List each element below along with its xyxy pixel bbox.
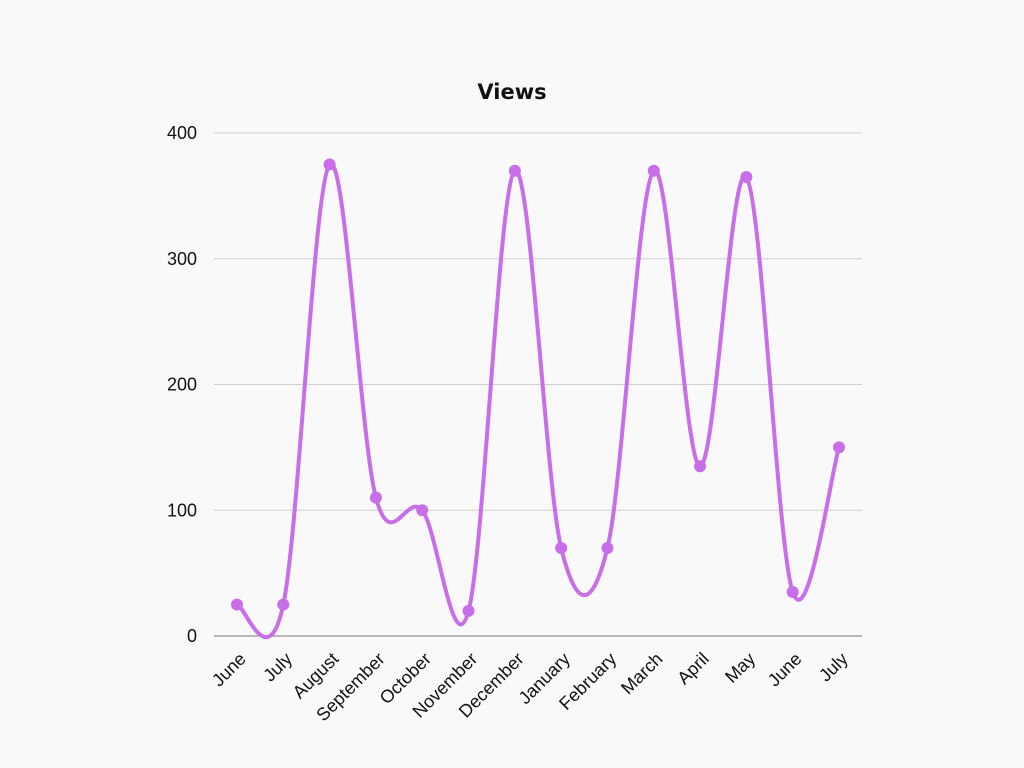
- data-point: [555, 541, 568, 554]
- data-point: [601, 541, 614, 554]
- data-point: [694, 460, 707, 473]
- x-tick-label: July: [259, 649, 296, 686]
- series-line-1: [235, 162, 841, 640]
- y-tick-label: 100: [167, 500, 197, 520]
- x-tick-label: March: [617, 649, 667, 699]
- y-tick-label: 300: [167, 249, 197, 269]
- data-point: [833, 441, 845, 454]
- x-tick-label: April: [673, 649, 713, 689]
- data-point: [508, 164, 521, 177]
- data-point: [231, 598, 243, 611]
- data-point: [416, 504, 429, 517]
- data-point: [323, 158, 336, 171]
- data-point: [740, 171, 753, 184]
- x-axis: June JulyAugustSeptemberOctoberNovemberDe…: [208, 649, 852, 725]
- data-point: [369, 491, 382, 504]
- gridlines: [214, 132, 862, 637]
- x-tick-label: June: [764, 649, 806, 691]
- chart-title: Views: [477, 80, 546, 104]
- y-tick-label: 0: [187, 626, 197, 646]
- y-tick-label: 400: [167, 123, 197, 143]
- data-point: [277, 598, 290, 611]
- x-tick-label: July: [815, 649, 852, 686]
- y-axis: 0 100 200 300 400: [167, 123, 197, 646]
- data-point: [462, 604, 475, 617]
- data-point: [647, 164, 660, 177]
- x-tick-label: May: [721, 649, 759, 687]
- series-layer: [235, 162, 841, 640]
- x-tick-label: June: [208, 649, 250, 691]
- data-point: [786, 585, 799, 598]
- y-tick-label: 200: [167, 375, 197, 395]
- data-points: [231, 158, 845, 617]
